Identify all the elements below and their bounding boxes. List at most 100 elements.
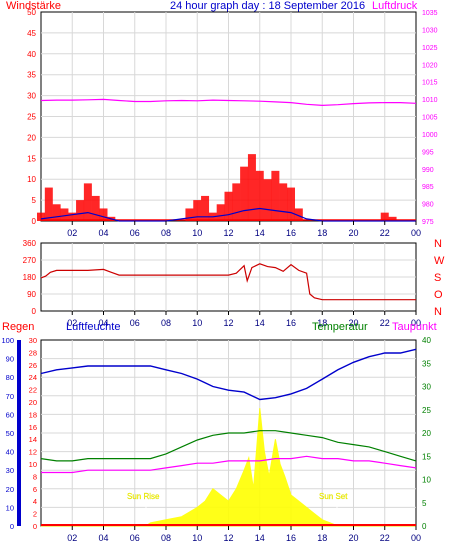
- wind-pressure-x-tick-label: 16: [286, 228, 296, 238]
- wind-gust-bar: [216, 204, 225, 221]
- dewpoint-line: [41, 455, 417, 474]
- pressure-y-tick-label: 1015: [422, 80, 438, 87]
- pressure-y-tick-label: 985: [422, 184, 434, 191]
- direction-y-tick-label: 90: [27, 290, 36, 299]
- wind-direction-x-tick-label: 06: [130, 318, 140, 328]
- wind-axis-title: Windstärke: [6, 0, 61, 12]
- wind-gust-bar: [263, 179, 272, 221]
- wind-y-tick-label: 35: [27, 71, 36, 80]
- wind-gust-bar: [255, 170, 264, 221]
- humidity-temperature-x-tick-label: 16: [286, 533, 296, 543]
- wind-gust-bar: [232, 183, 241, 221]
- wind-y-tick-label: 15: [27, 154, 36, 163]
- rain-y-tick-label: 0: [33, 522, 37, 531]
- pressure-y-tick-label: 1020: [422, 62, 438, 69]
- compass-tick-label: W: [434, 255, 445, 267]
- temperature-label: Temperatur: [312, 321, 368, 333]
- humidity-y-tick-label: 50: [6, 429, 14, 438]
- direction-y-tick-label: 180: [23, 273, 37, 282]
- humidity-temperature-x-tick-label: 06: [130, 533, 140, 543]
- rain-y-tick-label: 30: [29, 336, 37, 345]
- wind-pressure-x-tick-label: 20: [348, 228, 358, 238]
- temperature-y-tick-label: 10: [422, 476, 431, 485]
- humidity-temperature-x-tick-label: 00: [411, 533, 421, 543]
- wind-pressure-x-tick-label: 06: [130, 228, 140, 238]
- wind-y-tick-label: 25: [27, 113, 36, 122]
- humidity-y-tick-label: 100: [1, 336, 14, 345]
- wind-gust-bar: [287, 187, 295, 221]
- humidity-temperature-x-tick-label: 20: [348, 533, 358, 543]
- humidity-axis-bar: [17, 340, 21, 526]
- pressure-y-tick-label: 975: [422, 219, 434, 226]
- wind-pressure-x-tick-label: 02: [67, 228, 77, 238]
- wind-gust-bar: [68, 212, 77, 221]
- wind-gust-bar: [52, 204, 61, 221]
- temperature-y-tick-label: 0: [422, 522, 427, 531]
- wind-y-tick-label: 5: [32, 196, 37, 205]
- wind-pressure-x-tick-label: 14: [255, 228, 265, 238]
- pressure-y-tick-label: 1010: [422, 97, 438, 104]
- temperature-y-tick-label: 30: [422, 383, 431, 392]
- wind-direction-x-tick-label: 10: [192, 318, 202, 328]
- wind-direction-x-tick-label: 00: [411, 318, 421, 328]
- pressure-y-tick-label: 1005: [422, 115, 438, 122]
- rain-y-tick-label: 22: [29, 386, 37, 395]
- wind-gust-bar: [294, 208, 303, 221]
- humidity-temperature-x-tick-label: 10: [192, 533, 202, 543]
- wind-pressure-x-tick-label: 08: [161, 228, 171, 238]
- humidity-line: [40, 348, 417, 401]
- humidity-temperature-x-tick-label: 18: [317, 533, 327, 543]
- wind-gust-bar: [193, 200, 202, 221]
- wind-gust-bar: [247, 154, 256, 221]
- direction-y-tick-label: 270: [23, 256, 37, 265]
- wind-pressure-x-tick-label: 04: [98, 228, 108, 238]
- wind-gust-bar: [185, 208, 194, 221]
- grid-layer: [41, 12, 416, 526]
- wind-y-tick-label: 0: [32, 217, 37, 226]
- wind-pressure-x-tick-label: 22: [380, 228, 390, 238]
- wind-direction-x-tick-label: 08: [161, 318, 171, 328]
- wind-y-tick-label: 30: [27, 92, 36, 101]
- direction-y-tick-label: 0: [32, 307, 37, 316]
- solar-area: [41, 408, 416, 527]
- humidity-y-tick-label: 30: [6, 466, 14, 475]
- temperature-y-tick-label: 40: [422, 336, 431, 345]
- wind-y-tick-label: 45: [27, 29, 36, 38]
- compass-tick-label: O: [434, 289, 443, 301]
- wind-direction-x-tick-label: 04: [98, 318, 108, 328]
- pressure-y-tick-label: 1000: [422, 132, 438, 139]
- humidity-temperature-x-tick-label: 12: [223, 533, 233, 543]
- rain-y-tick-label: 28: [29, 348, 37, 357]
- direction-y-tick-label: 360: [23, 239, 37, 248]
- compass-tick-label: N: [434, 306, 442, 318]
- pressure-y-tick-label: 1035: [422, 10, 438, 17]
- rain-y-tick-label: 2: [33, 510, 37, 519]
- rain-label: Regen: [2, 321, 34, 333]
- humidity-temperature-x-tick-label: 08: [161, 533, 171, 543]
- rain-y-tick-label: 24: [29, 373, 37, 382]
- wind-direction-x-tick-label: 20: [348, 318, 358, 328]
- rain-y-tick-label: 4: [33, 497, 37, 506]
- pressure-y-tick-label: 990: [422, 167, 434, 174]
- wind-gust-bar: [99, 208, 108, 221]
- pressure-y-tick-label: 1025: [422, 45, 438, 52]
- series-layer: [37, 98, 417, 527]
- wind-pressure-x-tick-label: 18: [317, 228, 327, 238]
- wind-direction-x-tick-label: 16: [286, 318, 296, 328]
- temperature-y-tick-label: 35: [422, 359, 431, 368]
- sun-set-label: Sun Set: [319, 492, 348, 501]
- humidity-temperature-x-tick-label: 22: [380, 533, 390, 543]
- wind-gust-bar: [279, 183, 288, 221]
- wind-gust-bar: [380, 212, 389, 221]
- dewpoint-label: Taupunkt: [392, 321, 437, 333]
- rain-y-tick-label: 8: [33, 472, 37, 481]
- rain-y-tick-label: 6: [33, 485, 37, 494]
- rain-y-tick-label: 26: [29, 361, 37, 370]
- rain-y-tick-label: 12: [29, 448, 37, 457]
- wind-pressure-x-tick-label: 00: [411, 228, 421, 238]
- temperature-line: [40, 430, 417, 462]
- wind-gust-bar: [388, 216, 397, 221]
- temperature-y-tick-label: 15: [422, 452, 431, 461]
